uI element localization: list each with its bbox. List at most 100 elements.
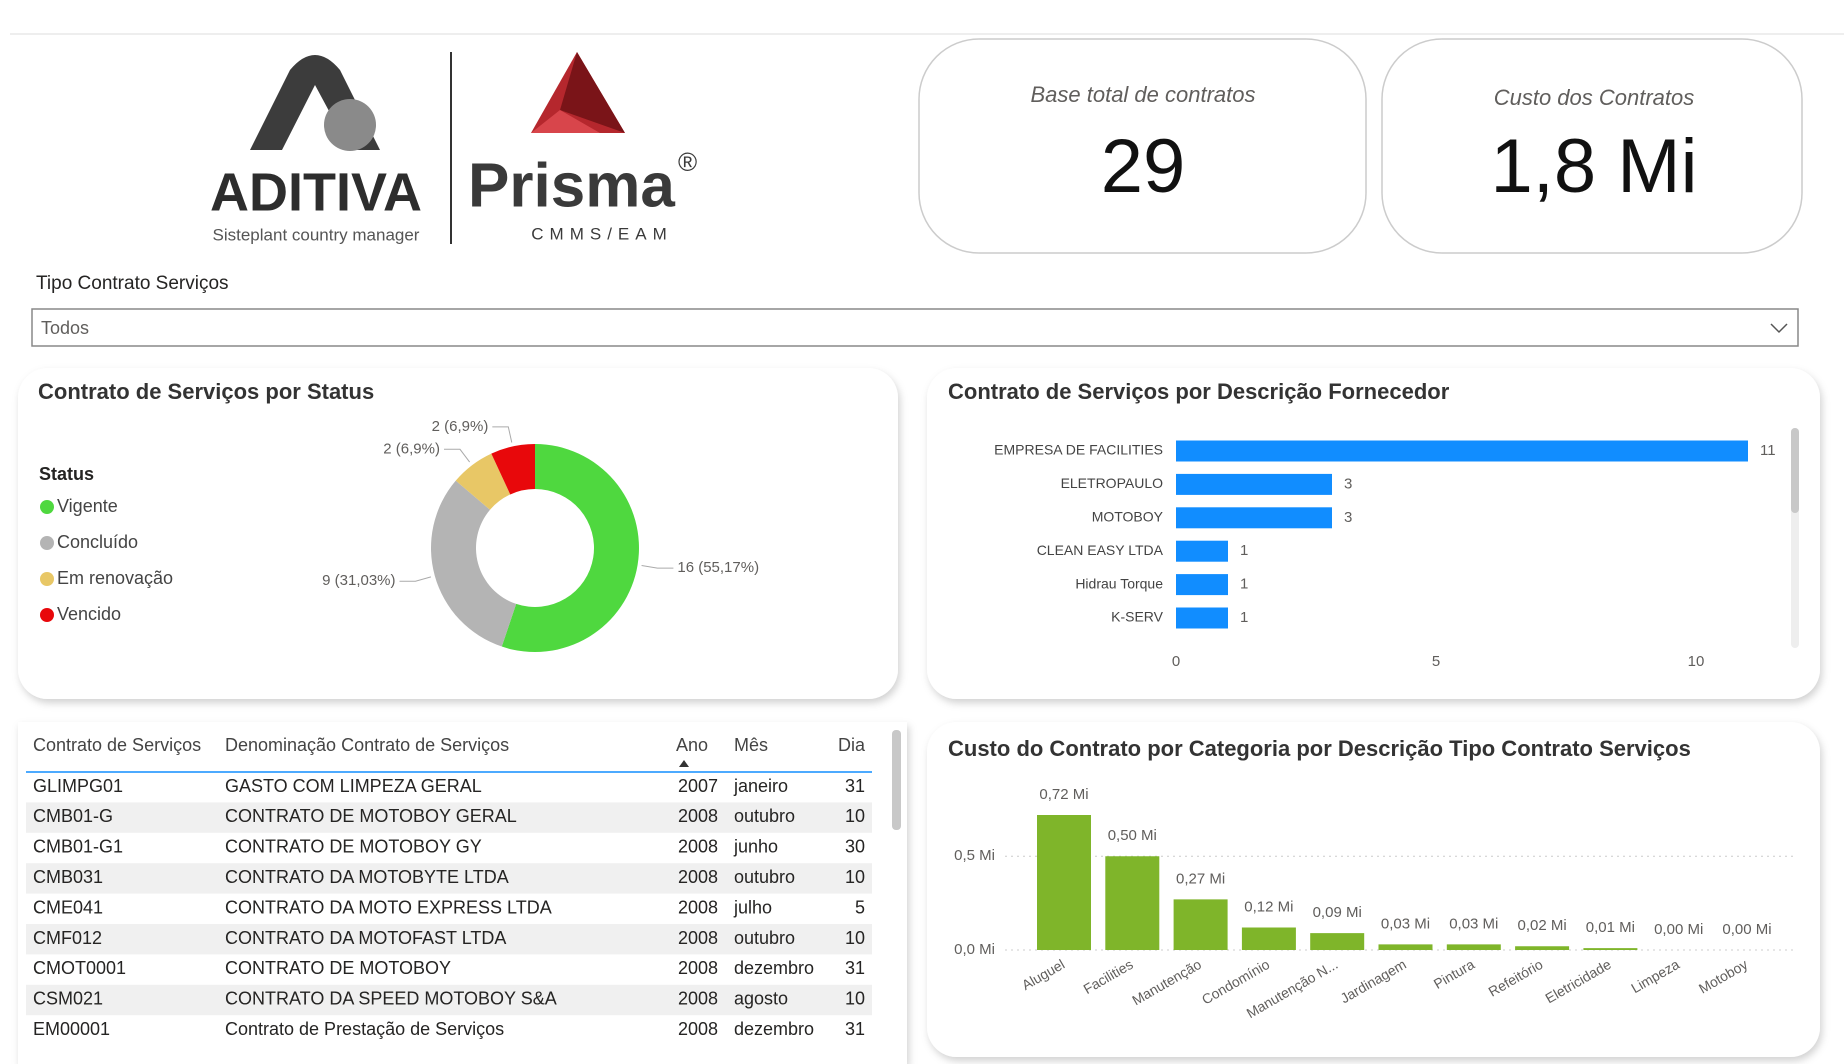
- data-label: 0,00 Mi: [1722, 921, 1771, 938]
- table-cell: CMOT0001: [33, 958, 126, 978]
- column-header: Contrato de Serviços: [33, 735, 201, 755]
- table-cell: 2008: [678, 989, 718, 1009]
- table-cell: outubro: [734, 928, 795, 948]
- dropdown-chevron[interactable]: [1770, 323, 1788, 334]
- bar: [1310, 933, 1365, 950]
- kpi-card: [1381, 38, 1803, 254]
- logo-text: ADITIVA: [210, 162, 422, 222]
- y-tick-label: EMPRESA DE FACILITIES: [994, 442, 1163, 458]
- table-cell: CSM021: [33, 989, 103, 1009]
- logo-subtext: CMMS/EAM: [531, 224, 673, 243]
- legend-marker: [40, 608, 54, 622]
- table-cell: 2008: [678, 928, 718, 948]
- y-tick-label: 0,0 Mi: [954, 941, 995, 958]
- kpi-label: Base total de contratos: [1030, 82, 1255, 107]
- legend-label: Concluído: [57, 532, 138, 552]
- table-cell: outubro: [734, 867, 795, 887]
- bar: [1176, 540, 1228, 562]
- legend-label: Em renovação: [57, 568, 173, 588]
- table-cell: CMF012: [33, 928, 102, 948]
- table-cell: CMB01-G1: [33, 837, 123, 857]
- data-label: 0,27 Mi: [1176, 870, 1225, 887]
- chart-title: Custo do Contrato por Categoria por Desc…: [948, 736, 1691, 761]
- data-label: 0,03 Mi: [1449, 915, 1498, 932]
- table-cell: 10: [845, 928, 865, 948]
- table-cell: CMB01-G: [33, 806, 113, 826]
- data-label: 1: [1240, 576, 1248, 593]
- data-label: 2 (6,9%): [432, 418, 489, 435]
- table-cell: 10: [845, 806, 865, 826]
- data-label: 2 (6,9%): [383, 440, 440, 457]
- legend-marker: [40, 536, 54, 550]
- table-cell: EM00001: [33, 1019, 110, 1039]
- sort-indicator: [679, 760, 689, 767]
- y-tick-label: MOTOBOY: [1092, 509, 1164, 525]
- table-cell: 2008: [678, 958, 718, 978]
- prisma-logo: Prisma ® CMMS/EAM: [468, 52, 697, 243]
- leader-line: [444, 448, 471, 463]
- table-cell: CMB031: [33, 867, 103, 887]
- data-label: 9 (31,03%): [322, 572, 395, 589]
- data-label: 0,09 Mi: [1313, 904, 1362, 921]
- table-cell: 2008: [678, 897, 718, 917]
- data-label: 3: [1344, 509, 1352, 526]
- data-label: 0,03 Mi: [1381, 915, 1430, 932]
- table-cell: CONTRATO DE MOTOBOY GERAL: [225, 806, 517, 826]
- logo-shape: [531, 110, 600, 133]
- donut-slice: [491, 444, 535, 495]
- table-cell: agosto: [734, 989, 788, 1009]
- data-label: 3: [1344, 475, 1352, 492]
- table-cell: CME041: [33, 897, 103, 917]
- table-cell: 31: [845, 1019, 865, 1039]
- bar: [1176, 440, 1748, 462]
- data-label: 0,02 Mi: [1517, 917, 1566, 934]
- dropdown[interactable]: [31, 308, 1799, 347]
- table-cell: 2008: [678, 1019, 718, 1039]
- table-cell: dezembro: [734, 958, 814, 978]
- table-cell: GLIMPG01: [33, 776, 123, 796]
- y-tick-label: ELETROPAULO: [1061, 475, 1164, 491]
- bar: [1037, 815, 1091, 950]
- scrollbar-thumb[interactable]: [1791, 428, 1799, 513]
- filter-label: Tipo Contrato Serviços: [36, 273, 229, 294]
- table-cell: GASTO COM LIMPEZA GERAL: [225, 776, 482, 796]
- table-cell: 5: [855, 897, 865, 917]
- logo-shape: [560, 52, 625, 133]
- bar: [1241, 927, 1296, 950]
- column-header: Dia: [838, 735, 866, 755]
- column-header: Mês: [734, 735, 768, 755]
- data-label: 1: [1240, 609, 1248, 626]
- panel: [927, 722, 1820, 1057]
- y-tick-label: 0,5 Mi: [954, 847, 995, 864]
- bar: [1176, 507, 1332, 529]
- table-cell: 30: [845, 837, 865, 857]
- data-label: 16 (55,17%): [677, 559, 759, 576]
- table-cell: CONTRATO DE MOTOBOY GY: [225, 837, 482, 857]
- data-label: 1: [1240, 542, 1248, 559]
- leader-line: [492, 426, 513, 443]
- kpi-value: 1,8 Mi: [1491, 124, 1698, 209]
- table-cell: outubro: [734, 806, 795, 826]
- table-cell: 2008: [678, 806, 718, 826]
- table-cell: CONTRATO DE MOTOBOY: [225, 958, 451, 978]
- table-cell: dezembro: [734, 1019, 814, 1039]
- x-tick-label: 0: [1172, 653, 1180, 670]
- x-tick-label: 5: [1432, 653, 1440, 670]
- kpi-value: 29: [1101, 124, 1186, 209]
- bar: [1105, 856, 1160, 950]
- chart-title: Contrato de Serviços por Status: [38, 379, 374, 404]
- scrollbar-thumb[interactable]: [892, 730, 901, 830]
- bar: [1446, 944, 1501, 950]
- table-cell: 31: [845, 776, 865, 796]
- table-cell: 2007: [678, 776, 718, 796]
- table-cell: CONTRATO DA SPEED MOTOBOY S&A: [225, 989, 557, 1009]
- table-cell: 2008: [678, 837, 718, 857]
- legend-label: Vigente: [57, 496, 118, 516]
- dropdown-value[interactable]: Todos: [41, 318, 89, 338]
- table-cell: julho: [733, 897, 772, 917]
- kpi-label: Custo dos Contratos: [1494, 85, 1695, 110]
- logo-shape: [324, 99, 376, 151]
- column-header: Denominação Contrato de Serviços: [225, 735, 509, 755]
